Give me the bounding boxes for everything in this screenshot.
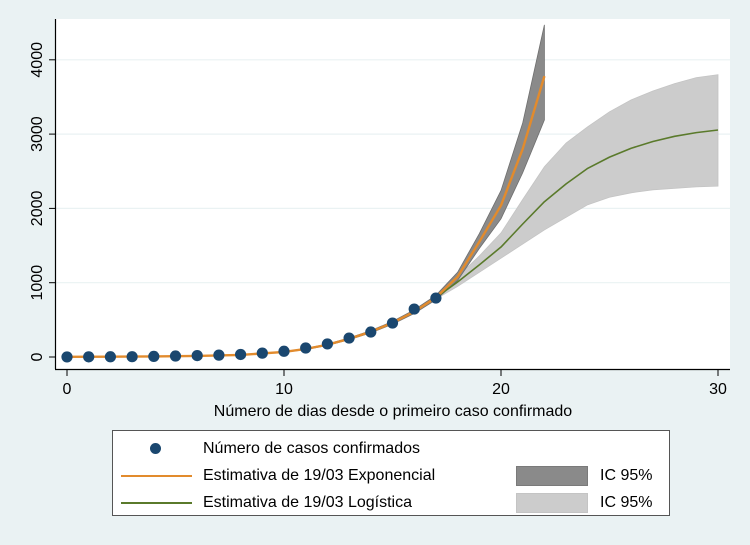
y-tick-label: 0 xyxy=(29,352,46,361)
line-sample-icon xyxy=(121,475,192,477)
x-axis-ticks: 0 10 20 30 xyxy=(63,370,727,398)
x-axis-title: Número de dias desde o primeiro caso con… xyxy=(214,403,573,420)
estimate-line xyxy=(66,75,546,359)
legend-item-observed: Número de casos confirmados xyxy=(113,437,669,461)
x-tick-label: 30 xyxy=(709,381,727,398)
legend-label: Estimativa de 19/03 Exponencial xyxy=(203,467,436,484)
marker-dot-icon xyxy=(150,443,161,454)
data-point xyxy=(343,332,355,344)
data-point xyxy=(191,349,203,362)
plot-area xyxy=(56,19,730,369)
data-point xyxy=(256,347,268,359)
data-point xyxy=(386,317,399,329)
data-point xyxy=(365,326,377,338)
estimate-line xyxy=(435,129,719,299)
data-point xyxy=(61,351,73,363)
y-tick-label: 2000 xyxy=(29,191,46,227)
ci-swatch-icon xyxy=(516,466,588,486)
data-point xyxy=(104,351,116,363)
legend-item-exponential: Estimativa de 19/03 Exponencial IC 95% xyxy=(113,464,669,488)
observed-points xyxy=(61,292,442,363)
data-point xyxy=(430,292,442,304)
data-point xyxy=(83,351,95,363)
data-point xyxy=(126,351,138,363)
legend: Número de casos confirmados Estimativa d… xyxy=(112,430,670,516)
legend-item-logistic: Estimativa de 19/03 Logística IC 95% xyxy=(113,491,669,515)
ci-band xyxy=(435,74,719,300)
data-point xyxy=(213,349,225,361)
line-sample-icon xyxy=(121,502,192,504)
x-tick-label: 20 xyxy=(492,381,510,398)
y-tick-label: 3000 xyxy=(29,116,46,152)
x-tick-label: 10 xyxy=(275,381,293,398)
data-point xyxy=(408,303,420,315)
ci-swatch-icon xyxy=(516,493,588,513)
data-point xyxy=(148,350,160,363)
data-point xyxy=(235,348,247,361)
data-point xyxy=(321,338,333,350)
legend-label: Número de casos confirmados xyxy=(203,440,420,457)
data-point xyxy=(278,345,290,357)
y-axis-ticks: 0 1000 2000 3000 4000 xyxy=(29,42,55,361)
estimate-lines xyxy=(66,75,719,359)
y-tick-label: 4000 xyxy=(29,42,46,78)
data-point xyxy=(300,342,312,354)
legend-ci-label: IC 95% xyxy=(600,467,653,484)
legend-ci-label: IC 95% xyxy=(600,494,653,511)
legend-label: Estimativa de 19/03 Logística xyxy=(203,494,413,511)
data-point xyxy=(169,350,182,362)
y-tick-label: 1000 xyxy=(29,265,46,301)
x-tick-label: 0 xyxy=(63,381,72,398)
